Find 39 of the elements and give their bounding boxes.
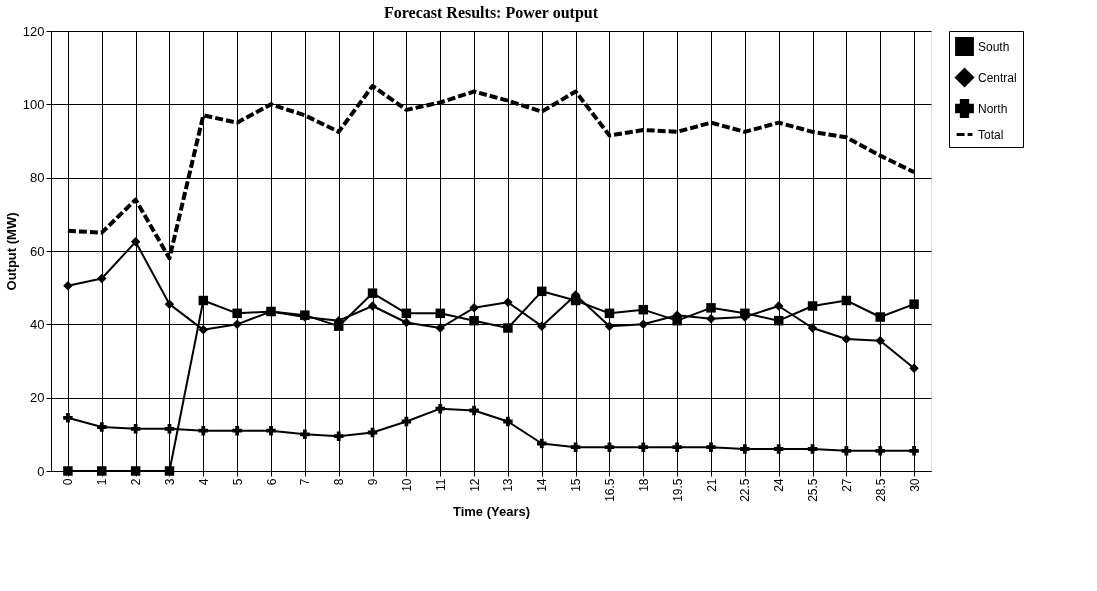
y-tick-label: 60 xyxy=(30,243,45,259)
y-axis-title: Output (MW) xyxy=(3,212,19,291)
x-tick-label: 27 xyxy=(839,478,854,492)
x-tick-label: 5 xyxy=(230,478,245,486)
x-tick-label: 1 xyxy=(95,478,110,486)
chart-title: Forecast Results: Power output xyxy=(383,4,599,22)
x-tick-label: 25.5 xyxy=(806,478,821,502)
x-tick-label: 15 xyxy=(569,478,584,492)
y-tick-label: 80 xyxy=(30,170,45,186)
x-tick-label: 7 xyxy=(298,478,313,486)
y-tick-label: 40 xyxy=(30,316,45,332)
x-tick-label: 13 xyxy=(501,478,516,492)
y-tick-label: 100 xyxy=(22,96,45,112)
x-tick-label: 18 xyxy=(636,478,651,492)
x-tick-label: 3 xyxy=(162,478,177,486)
x-tick-label: 8 xyxy=(332,478,347,486)
x-tick-label: 12 xyxy=(467,478,482,492)
x-tick-label: 2 xyxy=(129,478,144,486)
x-tick-label: 28.5 xyxy=(873,478,888,502)
x-tick-label: 22.5 xyxy=(738,478,753,502)
y-tick-label: 120 xyxy=(22,23,45,39)
x-tick-label: 30 xyxy=(907,478,922,492)
x-tick-label: 24 xyxy=(772,478,787,492)
x-tick-label: 21 xyxy=(704,478,719,492)
x-tick-label: 11 xyxy=(433,478,448,491)
x-tick-label: 14 xyxy=(535,478,550,492)
legend-label: Central xyxy=(978,70,1017,85)
x-axis-title: Time (Years) xyxy=(452,503,531,519)
y-tick-label: 20 xyxy=(30,390,45,406)
x-tick-label: 9 xyxy=(366,478,381,486)
x-tick-label: 4 xyxy=(196,478,211,486)
x-tick-label: 16.5 xyxy=(602,478,617,502)
x-tick-label: 0 xyxy=(61,478,76,486)
legend-label: South xyxy=(978,39,1010,54)
x-tick-label: 6 xyxy=(264,478,279,486)
x-tick-label: 19.5 xyxy=(670,478,685,502)
x-tick-label: 10 xyxy=(399,478,414,492)
legend-label: North xyxy=(978,101,1008,116)
legend-label: Total xyxy=(978,127,1004,142)
